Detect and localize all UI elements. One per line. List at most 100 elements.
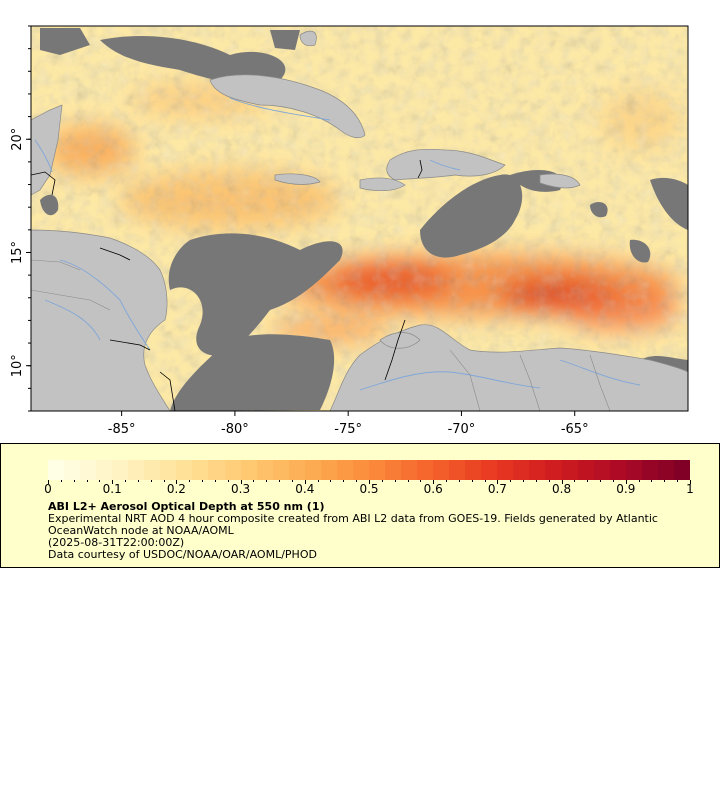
colorbar-segment [593,460,610,480]
colorbar-minor-tick [407,480,409,482]
colorbar-segment [112,460,129,480]
colorbar-tick-labels: 0 0.1 0.2 0.3 0.4 0.5 0.6 0.7 0.8 0.9 1 [44,482,694,498]
colorbar-minor-tick [471,480,473,482]
lon-tick-label: -80° [221,422,249,437]
colorbar-minor-tick [343,480,345,482]
colorbar-tick [561,480,563,484]
colorbar-segment [80,460,97,480]
colorbar-minor-tick [125,480,127,482]
colorbar-segment [288,460,305,480]
colorbar-segment [465,460,482,480]
colorbar-tick-label: 0.6 [423,482,443,496]
lat-tick-label: 10° [10,354,25,377]
colorbar-segment [497,460,514,480]
colorbar-minor-tick [356,480,358,482]
rivers [34,97,641,391]
colorbar-tick [369,480,370,484]
borders [31,159,423,411]
colorbar-segment [673,460,690,480]
colorbar-segment [433,460,450,480]
lon-tick-label: -75° [334,422,362,437]
colorbar-tick-label: 0.2 [166,482,186,496]
colorbar-minor-tick [548,480,550,482]
colorbar-tick-label: 0 [44,482,52,496]
colorbar-segment [609,460,626,480]
colorbar-tick [240,480,242,484]
colorbar-minor-tick [523,480,525,482]
colorbar-tick [433,480,435,484]
legend-text: ABI L2+ Aerosol Optical Depth at 550 nm … [48,501,698,561]
colorbar-segment [48,460,65,480]
colorbar-segment [577,460,594,480]
colorbar-minor-tick [651,480,653,482]
colorbar [48,460,690,480]
colorbar-segment [208,460,225,480]
colorbar-minor-tick [446,480,448,482]
colorbar-minor-tick [266,480,268,482]
lon-tick-label: -85° [108,422,136,437]
colorbar-minor-tick [484,480,486,482]
colorbar-segment [625,460,642,480]
colorbar-minor-tick [574,480,576,482]
colorbar-minor-tick [677,480,679,482]
internal-borders [31,259,611,411]
colorbar-tick [48,480,49,484]
colorbar-minor-tick [638,480,640,482]
colorbar-minor-tick [279,480,281,482]
colorbar-minor-tick [99,480,101,482]
colorbar-segment [160,460,177,480]
axis-tick-labels: -85° -80° -75° -70° -65° 20° 15° 10° [10,128,589,437]
colorbar-segment [513,460,530,480]
colorbar-minor-tick [227,480,229,482]
colorbar-segment [304,460,321,480]
colorbar-tick-label: 0.1 [102,482,122,496]
legend-panel: 0 0.1 0.2 0.3 0.4 0.5 0.6 0.7 0.8 0.9 1 ABI L2+ Ae… [0,443,720,568]
colorbar-minor-tick [420,480,422,482]
colorbar-tick-label: 0.5 [359,482,379,496]
colorbar-tick-label: 0.4 [295,482,315,496]
colorbar-minor-tick [612,480,614,482]
colorbar-segment [128,460,145,480]
colorbar-minor-tick [150,480,152,482]
lon-tick-label: -65° [561,422,589,437]
colorbar-tick [112,480,114,484]
colorbar-minor-tick [189,480,191,482]
colorbar-ticks [48,480,691,486]
colorbar-minor-tick [137,480,139,482]
no-data-regions [40,28,688,411]
lat-tick-label: 15° [10,241,25,264]
colorbar-minor-tick [600,480,602,482]
colorbar-tick [497,480,499,484]
colorbar-minor-tick [214,480,216,482]
colorbar-minor-tick [163,480,165,482]
colorbar-segment [272,460,289,480]
colorbar-segment [449,460,466,480]
axis-ticks [26,25,576,416]
colorbar-segment [352,460,369,480]
colorbar-minor-tick [458,480,460,482]
colorbar-segment [401,460,418,480]
colorbar-segment [417,460,434,480]
colorbar-segment [641,460,658,480]
colorbar-tick [304,480,306,484]
colorbar-minor-tick [535,480,537,482]
colorbar-segment [545,460,562,480]
legend-title: ABI L2+ Aerosol Optical Depth at 550 nm … [48,500,325,513]
colorbar-minor-tick [86,480,88,482]
aod-map: -85° -80° -75° -70° -65° 20° 15° 10° [10,25,689,437]
colorbar-minor-tick [291,480,293,482]
colorbar-segment [224,460,241,480]
colorbar-segment [529,460,546,480]
colorbar-segment [144,460,161,480]
colorbar-segment [256,460,273,480]
colorbar-segment [64,460,81,480]
lon-tick-label: -70° [448,422,476,437]
legend-timestamp: (2025-08-31T22:00:00Z) [48,536,185,549]
colorbar-segment [336,460,353,480]
colorbar-minor-tick [60,480,62,482]
colorbar-segment [561,460,578,480]
colorbar-tick [176,480,178,484]
colorbar-tick-label: 0.7 [487,482,507,496]
colorbar-segment [240,460,257,480]
colorbar-minor-tick [73,480,75,482]
